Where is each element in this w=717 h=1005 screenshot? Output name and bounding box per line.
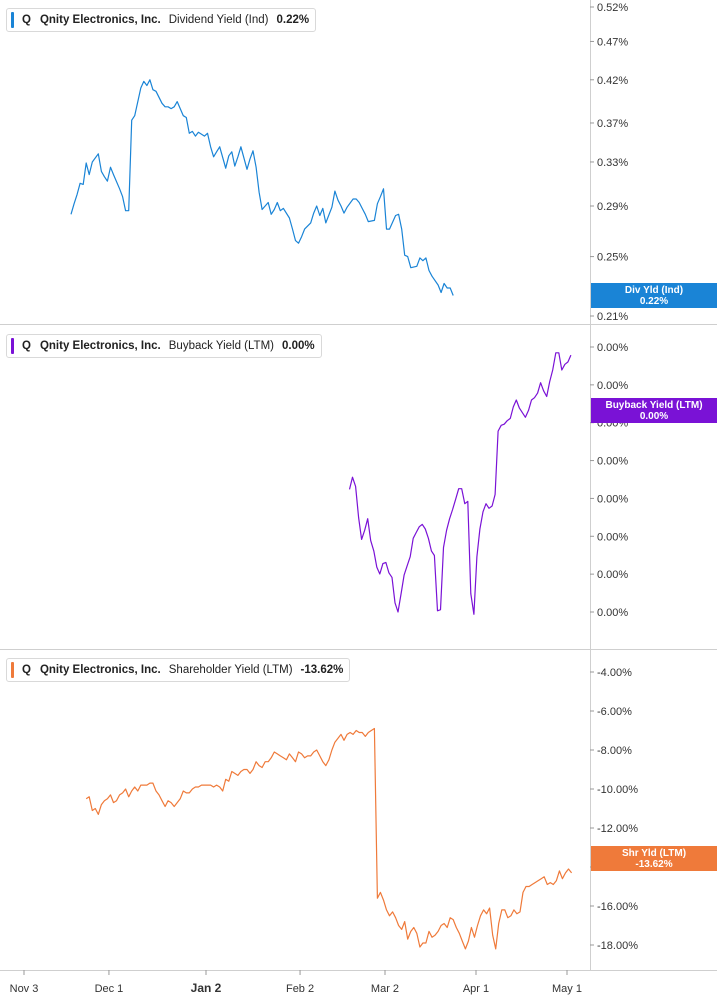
current-value: 0.00%: [282, 340, 315, 352]
y-tick-label-buyback: 0.00%: [597, 531, 628, 543]
y-tick-label-shr: -10.00%: [597, 784, 638, 796]
x-tick-label: Mar 2: [371, 983, 399, 995]
ticker-label: Q: [22, 14, 31, 26]
ticker-label: Q: [22, 664, 31, 676]
series-line-buyback-yield: [348, 352, 572, 615]
y-tick-label-div: 0.47%: [597, 36, 628, 48]
y-tick-label-shr: -16.00%: [597, 901, 638, 913]
y-tick-label-buyback: 0.00%: [597, 342, 628, 354]
y-tick-label-buyback: 0.00%: [597, 569, 628, 581]
company-name: Qnity Electronics, Inc.: [39, 340, 161, 352]
series-color-bar: [11, 12, 14, 28]
series-color-bar: [11, 662, 14, 678]
x-tick-label: Apr 1: [463, 983, 489, 995]
company-name: Qnity Electronics, Inc.: [39, 14, 161, 26]
tag-value: -13.62%: [635, 858, 673, 870]
ticker-label: Q: [22, 340, 31, 352]
y-tick-label-buyback: 0.00%: [597, 380, 628, 392]
buyback-yield-value-tag: Buyback Yield (LTM) 0.00%: [591, 398, 717, 423]
y-tick-label-div: 0.52%: [597, 2, 628, 14]
y-tick-label-div: 0.25%: [597, 252, 628, 264]
legend-buyback-yield[interactable]: Q Qnity Electronics, Inc. Buyback Yield …: [6, 334, 322, 358]
y-tick-label-div: 0.42%: [597, 75, 628, 87]
y-tick-label-div: 0.29%: [597, 201, 628, 213]
x-tick-label: May 1: [552, 983, 582, 995]
y-tick-label-buyback: 0.00%: [597, 607, 628, 619]
metric-name: Dividend Yield (Ind): [168, 14, 269, 26]
y-tick-label-shr: -12.00%: [597, 823, 638, 835]
series-line-dividend-yield: [70, 79, 454, 296]
x-tick-label: Feb 2: [286, 983, 314, 995]
legend-shareholder-yield[interactable]: Q Qnity Electronics, Inc. Shareholder Yi…: [6, 658, 351, 682]
y-tick-label-buyback: 0.00%: [597, 456, 628, 468]
series-color-bar: [11, 338, 14, 354]
metric-name: Buyback Yield (LTM): [168, 340, 274, 352]
x-tick-label: Dec 1: [95, 983, 124, 995]
tag-value: 0.22%: [639, 295, 669, 307]
company-name: Qnity Electronics, Inc.: [39, 664, 161, 676]
x-tick-label: Jan 2: [191, 981, 222, 995]
y-tick-label-shr: -4.00%: [597, 667, 632, 679]
shr-yield-value-tag: Shr Yld (LTM) -13.62%: [591, 846, 717, 871]
tag-value: 0.00%: [639, 410, 669, 422]
legend-dividend-yield[interactable]: Q Qnity Electronics, Inc. Dividend Yield…: [6, 8, 317, 32]
tag-label: Buyback Yield (LTM): [605, 399, 703, 411]
current-value: -13.62%: [300, 664, 344, 676]
y-tick-label-div: 0.37%: [597, 118, 628, 130]
y-tick-label-shr: -6.00%: [597, 706, 632, 718]
y-tick-label-shr: -8.00%: [597, 745, 632, 757]
div-yield-value-tag: Div Yld (Ind) 0.22%: [591, 283, 717, 308]
y-tick-label-div: 0.21%: [597, 311, 628, 323]
x-tick-label: Nov 3: [10, 983, 39, 995]
metric-name: Shareholder Yield (LTM): [168, 664, 293, 676]
current-value: 0.22%: [276, 14, 310, 26]
y-tick-label-div: 0.33%: [597, 157, 628, 169]
series-line-shareholder-yield: [85, 727, 573, 950]
tag-label: Shr Yld (LTM): [621, 847, 687, 859]
tag-label: Div Yld (Ind): [624, 284, 684, 296]
y-tick-label-buyback: 0.00%: [597, 493, 628, 505]
y-tick-label-shr: -18.00%: [597, 940, 638, 952]
